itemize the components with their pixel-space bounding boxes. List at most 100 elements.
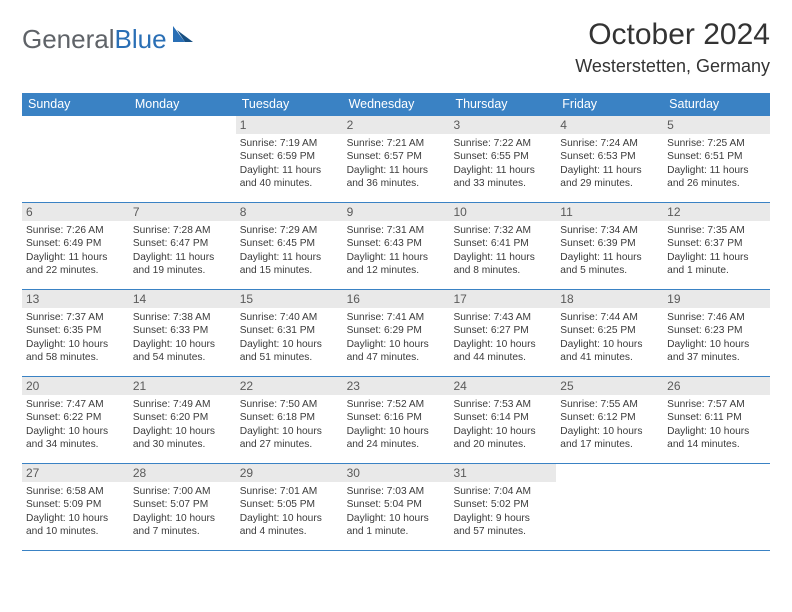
day-cell: 15Sunrise: 7:40 AMSunset: 6:31 PMDayligh… [236,290,343,376]
day-info: Sunrise: 7:28 AMSunset: 6:47 PMDaylight:… [133,224,232,278]
day-cell: 23Sunrise: 7:52 AMSunset: 6:16 PMDayligh… [343,377,450,463]
day-info: Sunrise: 7:00 AMSunset: 5:07 PMDaylight:… [133,485,232,539]
day-number: 16 [343,290,450,308]
info-line-d2: and 27 minutes. [240,438,339,451]
weekday-header: Thursday [449,93,556,116]
info-line-ss: Sunset: 5:07 PM [133,498,232,511]
info-line-ss: Sunset: 6:53 PM [560,150,659,163]
day-number: 17 [449,290,556,308]
day-cell: 9Sunrise: 7:31 AMSunset: 6:43 PMDaylight… [343,203,450,289]
day-cell: 2Sunrise: 7:21 AMSunset: 6:57 PMDaylight… [343,116,450,202]
day-number: 21 [129,377,236,395]
weekday-header-row: Sunday Monday Tuesday Wednesday Thursday… [22,93,770,116]
info-line-sr: Sunrise: 7:37 AM [26,311,125,324]
info-line-ss: Sunset: 6:27 PM [453,324,552,337]
info-line-d2: and 54 minutes. [133,351,232,364]
day-number: 13 [22,290,129,308]
info-line-sr: Sunrise: 7:52 AM [347,398,446,411]
info-line-ss: Sunset: 6:35 PM [26,324,125,337]
info-line-ss: Sunset: 6:16 PM [347,411,446,424]
day-number: 3 [449,116,556,134]
day-info: Sunrise: 7:47 AMSunset: 6:22 PMDaylight:… [26,398,125,452]
info-line-d1: Daylight: 11 hours [240,251,339,264]
info-line-d1: Daylight: 11 hours [560,251,659,264]
day-number: 12 [663,203,770,221]
info-line-sr: Sunrise: 7:47 AM [26,398,125,411]
title-block: October 2024 Westerstetten, Germany [575,18,770,77]
week-row: 27Sunrise: 6:58 AMSunset: 5:09 PMDayligh… [22,464,770,551]
info-line-sr: Sunrise: 7:03 AM [347,485,446,498]
weekday-header: Friday [556,93,663,116]
info-line-d2: and 26 minutes. [667,177,766,190]
info-line-ss: Sunset: 5:02 PM [453,498,552,511]
info-line-d1: Daylight: 11 hours [667,164,766,177]
info-line-d2: and 57 minutes. [453,525,552,538]
info-line-sr: Sunrise: 7:31 AM [347,224,446,237]
info-line-ss: Sunset: 6:11 PM [667,411,766,424]
info-line-sr: Sunrise: 7:26 AM [26,224,125,237]
info-line-ss: Sunset: 6:25 PM [560,324,659,337]
info-line-d1: Daylight: 11 hours [347,251,446,264]
day-number [22,116,129,134]
info-line-d1: Daylight: 10 hours [240,425,339,438]
info-line-d1: Daylight: 11 hours [26,251,125,264]
info-line-d1: Daylight: 11 hours [667,251,766,264]
day-number [663,464,770,482]
info-line-d2: and 5 minutes. [560,264,659,277]
info-line-d1: Daylight: 10 hours [26,338,125,351]
info-line-sr: Sunrise: 7:55 AM [560,398,659,411]
info-line-d2: and 10 minutes. [26,525,125,538]
day-info: Sunrise: 7:21 AMSunset: 6:57 PMDaylight:… [347,137,446,191]
day-info: Sunrise: 7:29 AMSunset: 6:45 PMDaylight:… [240,224,339,278]
day-info: Sunrise: 7:19 AMSunset: 6:59 PMDaylight:… [240,137,339,191]
day-cell: 27Sunrise: 6:58 AMSunset: 5:09 PMDayligh… [22,464,129,550]
info-line-ss: Sunset: 6:23 PM [667,324,766,337]
day-cell [556,464,663,550]
info-line-d2: and 40 minutes. [240,177,339,190]
info-line-ss: Sunset: 6:55 PM [453,150,552,163]
day-cell [22,116,129,202]
weekday-header: Sunday [22,93,129,116]
day-info: Sunrise: 7:49 AMSunset: 6:20 PMDaylight:… [133,398,232,452]
info-line-sr: Sunrise: 7:29 AM [240,224,339,237]
info-line-sr: Sunrise: 7:01 AM [240,485,339,498]
day-number: 25 [556,377,663,395]
day-info: Sunrise: 7:43 AMSunset: 6:27 PMDaylight:… [453,311,552,365]
day-info: Sunrise: 7:40 AMSunset: 6:31 PMDaylight:… [240,311,339,365]
day-cell: 26Sunrise: 7:57 AMSunset: 6:11 PMDayligh… [663,377,770,463]
info-line-ss: Sunset: 5:04 PM [347,498,446,511]
calendar: Sunday Monday Tuesday Wednesday Thursday… [22,93,770,551]
week-row: 1Sunrise: 7:19 AMSunset: 6:59 PMDaylight… [22,116,770,203]
week-row: 20Sunrise: 7:47 AMSunset: 6:22 PMDayligh… [22,377,770,464]
day-info: Sunrise: 7:32 AMSunset: 6:41 PMDaylight:… [453,224,552,278]
day-cell: 12Sunrise: 7:35 AMSunset: 6:37 PMDayligh… [663,203,770,289]
info-line-d1: Daylight: 11 hours [453,164,552,177]
info-line-ss: Sunset: 6:43 PM [347,237,446,250]
info-line-d2: and 24 minutes. [347,438,446,451]
info-line-ss: Sunset: 6:29 PM [347,324,446,337]
info-line-ss: Sunset: 6:33 PM [133,324,232,337]
day-info: Sunrise: 7:04 AMSunset: 5:02 PMDaylight:… [453,485,552,539]
info-line-d2: and 19 minutes. [133,264,232,277]
info-line-sr: Sunrise: 7:04 AM [453,485,552,498]
day-cell: 8Sunrise: 7:29 AMSunset: 6:45 PMDaylight… [236,203,343,289]
day-number: 11 [556,203,663,221]
day-cell: 1Sunrise: 7:19 AMSunset: 6:59 PMDaylight… [236,116,343,202]
day-number: 10 [449,203,556,221]
day-cell: 13 Sunrise: 7:37 AMSunset: 6:35 PMDayligh… [22,290,129,376]
info-line-sr: Sunrise: 7:21 AM [347,137,446,150]
day-info: Sunrise: 7:25 AMSunset: 6:51 PMDaylight:… [667,137,766,191]
info-line-d1: Daylight: 10 hours [667,338,766,351]
info-line-ss: Sunset: 6:18 PM [240,411,339,424]
day-info: Sunrise: 7:38 AMSunset: 6:33 PMDaylight:… [133,311,232,365]
weekday-header: Tuesday [236,93,343,116]
info-line-ss: Sunset: 6:20 PM [133,411,232,424]
info-line-d2: and 41 minutes. [560,351,659,364]
logo-sail-icon [171,20,195,51]
info-line-d1: Daylight: 10 hours [240,512,339,525]
info-line-d2: and 34 minutes. [26,438,125,451]
day-cell: 28Sunrise: 7:00 AMSunset: 5:07 PMDayligh… [129,464,236,550]
info-line-ss: Sunset: 6:47 PM [133,237,232,250]
info-line-ss: Sunset: 6:45 PM [240,237,339,250]
day-cell: 14Sunrise: 7:38 AMSunset: 6:33 PMDayligh… [129,290,236,376]
